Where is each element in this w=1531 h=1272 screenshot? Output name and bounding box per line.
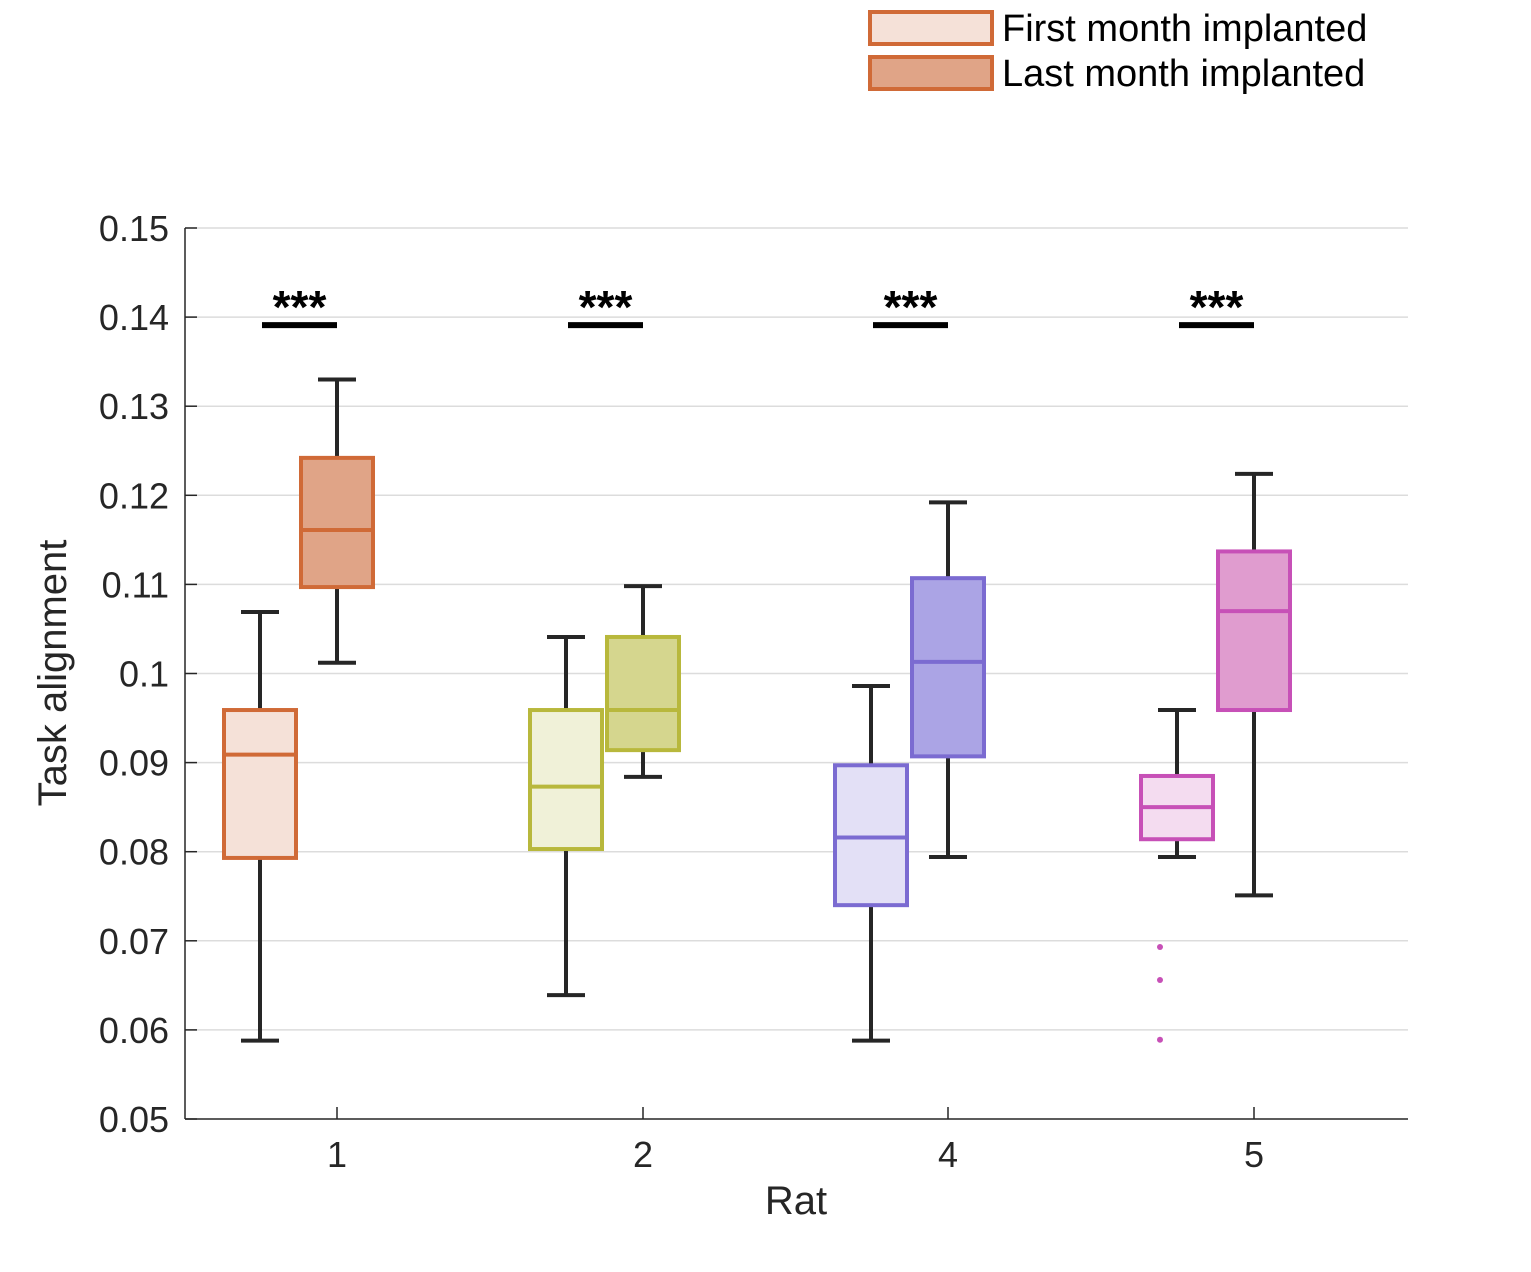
y-tick-label: 0.07: [99, 921, 169, 962]
y-tick-label: 0.11: [102, 564, 169, 605]
significance-label: ***: [884, 281, 938, 333]
y-tick-label: 0.12: [99, 475, 169, 516]
box-iqr: [528, 708, 604, 852]
y-axis-label: Task alignment: [31, 540, 75, 807]
y-tick-label: 0.15: [99, 208, 169, 249]
y-tick-label: 0.1: [119, 654, 169, 695]
box-iqr: [222, 708, 298, 860]
box-last-month-rat-1: [299, 377, 375, 665]
x-tick-label: 2: [633, 1134, 653, 1175]
box-iqr: [299, 455, 375, 590]
y-tick-label: 0.13: [99, 386, 169, 427]
box-iqr: [1216, 549, 1292, 713]
y-tick-label: 0.06: [99, 1010, 169, 1051]
axes: 0.05 0.06 0.07 0.08 0.09 0.1 0.11 0.12 0.13 0.14 0…: [99, 208, 1408, 1175]
box-series: [222, 377, 1292, 1043]
y-tick-label: 0.14: [99, 297, 169, 338]
box-first-month-rat-4: [833, 683, 909, 1043]
box-last-month-rat-5: [1216, 471, 1292, 898]
significance-label: ***: [273, 281, 327, 333]
significance-annotations: *** *** *** ***: [262, 281, 1254, 333]
legend-swatch: [868, 55, 994, 91]
y-tick-label: 0.08: [99, 832, 169, 873]
box-first-month-rat-2: [528, 634, 604, 998]
box-last-month-rat-4: [910, 500, 986, 860]
box-iqr: [605, 634, 681, 753]
box-iqr: [910, 576, 986, 759]
legend-swatch: [868, 10, 994, 46]
legend-entry: Last month implanted: [1002, 53, 1365, 95]
x-axis-label: Rat: [765, 1179, 827, 1223]
significance-label: ***: [579, 281, 633, 333]
x-tick-label: 4: [938, 1134, 958, 1175]
y-tick-label: 0.09: [99, 743, 169, 784]
box-iqr: [833, 763, 909, 908]
y-tick-label: 0.05: [99, 1099, 169, 1140]
grid-lines: [185, 227, 1408, 1031]
box-last-month-rat-2: [605, 584, 681, 779]
box-first-month-rat-5: [1139, 708, 1215, 1043]
box-first-month-rat-1: [222, 610, 298, 1043]
outlier-point: [1157, 944, 1163, 951]
outlier-point: [1157, 1036, 1163, 1043]
legend-entry: First month implanted: [1002, 8, 1367, 50]
significance-label: ***: [1190, 281, 1244, 333]
outlier-point: [1157, 977, 1163, 984]
x-tick-label: 1: [327, 1134, 347, 1175]
x-tick-label: 5: [1244, 1134, 1264, 1175]
